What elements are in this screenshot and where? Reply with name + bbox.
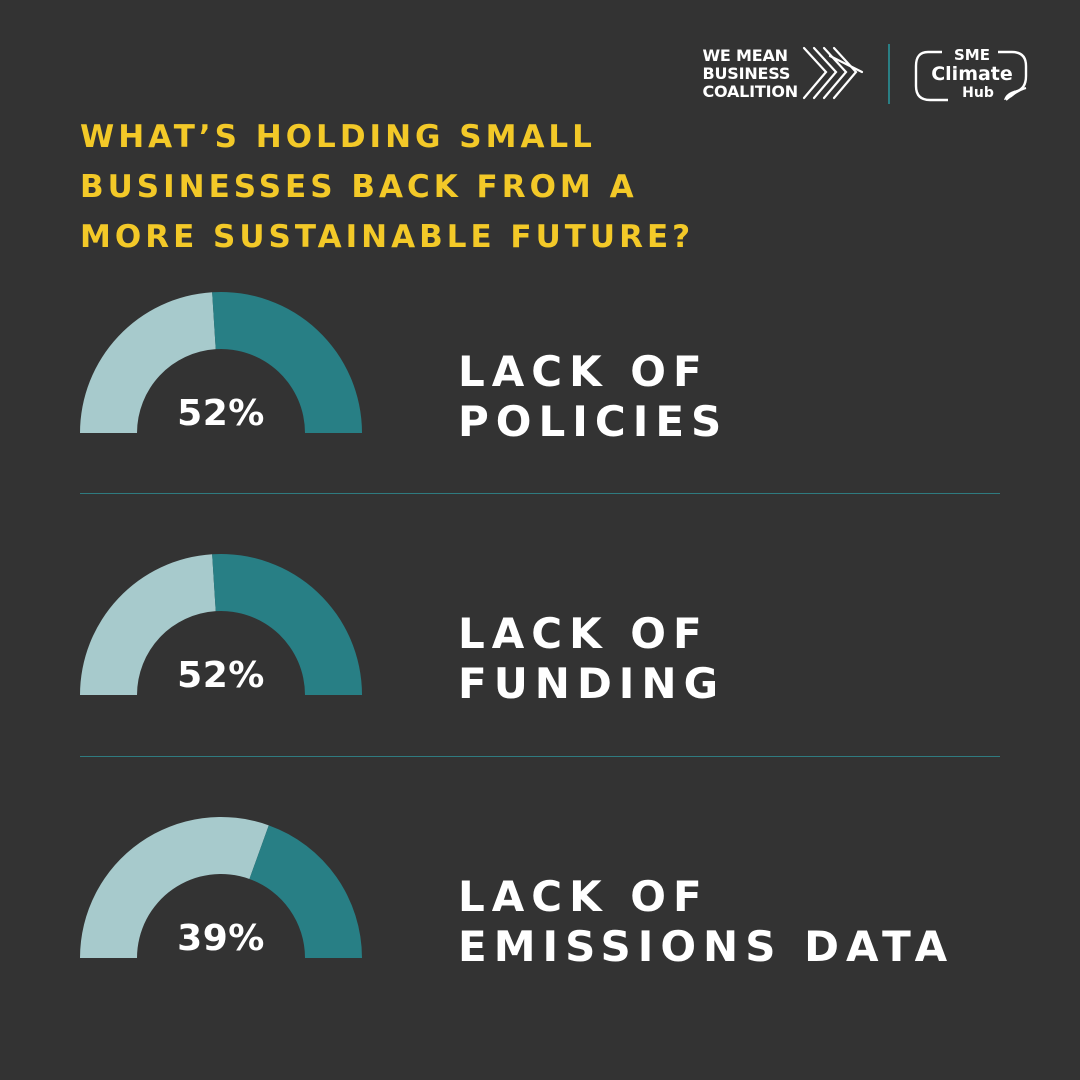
row-divider xyxy=(80,756,1000,757)
barrier-label-line: FUNDING xyxy=(458,659,726,708)
wmb-logo-line: BUSINESS xyxy=(702,64,791,83)
stat-row: 52% LACK OF POLICIES xyxy=(0,292,1080,472)
row-divider xyxy=(80,493,1000,494)
gauge-chart xyxy=(80,817,362,958)
headline-line: BUSINESSES BACK FROM A xyxy=(80,169,638,205)
wmb-logo-text: WE MEAN BUSINESS COALITION xyxy=(702,47,798,101)
gauge-light-arc xyxy=(80,292,216,433)
barrier-label-line: LACK OF xyxy=(458,872,709,921)
wmb-logo-line: COALITION xyxy=(702,82,798,101)
barrier-label-line: EMISSIONS DATA xyxy=(458,922,955,971)
barrier-label-line: LACK OF xyxy=(458,609,709,658)
gauge-chart xyxy=(80,292,362,433)
barrier-label-line: POLICIES xyxy=(458,397,729,446)
headline: WHAT’S HOLDING SMALL BUSINESSES BACK FRO… xyxy=(80,112,780,262)
stat-row: 52% LACK OF FUNDING xyxy=(0,554,1080,734)
gauge-chart xyxy=(80,554,362,695)
gauge-value-label: 39% xyxy=(177,918,265,959)
barrier-label-line: LACK OF xyxy=(458,347,709,396)
gauge-value-label: 52% xyxy=(177,393,265,434)
barrier-label: LACK OF EMISSIONS DATA xyxy=(458,872,954,972)
we-mean-business-logo: WE MEAN BUSINESS COALITION xyxy=(702,42,866,106)
headline-line: WHAT’S HOLDING SMALL xyxy=(80,119,596,155)
logo-bar: WE MEAN BUSINESS COALITION xyxy=(702,42,1030,106)
sme-logo-line: Climate xyxy=(931,63,1013,85)
barrier-label: LACK OF FUNDING xyxy=(458,609,725,709)
sme-logo-outline-icon xyxy=(914,50,1028,102)
gauge-dark-arc xyxy=(249,825,362,958)
stat-row: 39% LACK OF EMISSIONS DATA xyxy=(0,817,1080,997)
chevron-arrows-icon xyxy=(802,46,864,100)
gauge-light-arc xyxy=(80,554,216,695)
gauge-light-arc xyxy=(80,817,269,958)
gauge-value-label: 52% xyxy=(177,655,265,696)
barrier-label: LACK OF POLICIES xyxy=(458,347,728,447)
wmb-logo-line: WE MEAN xyxy=(702,46,788,65)
gauge-dark-arc xyxy=(212,554,362,695)
headline-line: MORE SUSTAINABLE FUTURE? xyxy=(80,219,695,255)
sme-climate-hub-logo: SME Climate Hub xyxy=(914,42,1030,106)
gauge-dark-arc xyxy=(212,292,362,433)
sme-logo-line: SME xyxy=(954,46,990,64)
logo-divider xyxy=(888,44,890,104)
sme-logo-line: Hub xyxy=(962,85,994,101)
